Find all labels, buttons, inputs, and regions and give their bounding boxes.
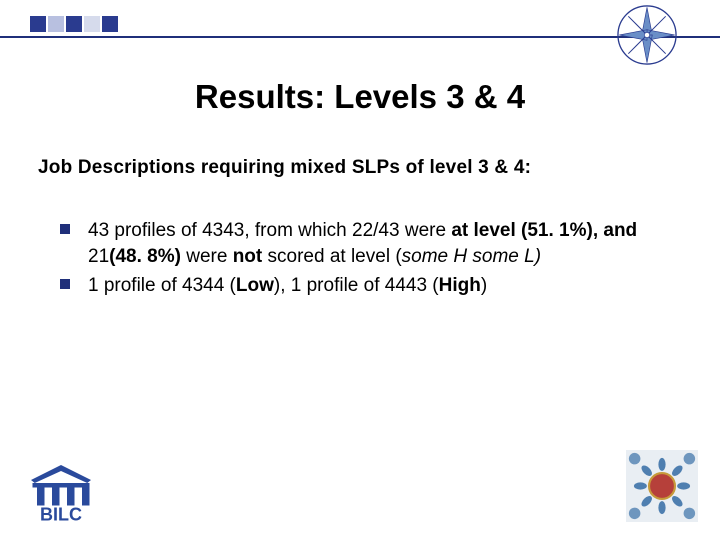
svg-text:BILC: BILC (40, 505, 82, 523)
bullet-marker-icon (60, 224, 70, 234)
bullet-text: 1 profile of 4344 (Low), 1 profile of 44… (88, 273, 487, 299)
bullet-text: 43 profiles of 4343, from which 22/43 we… (88, 218, 676, 269)
nato-star-icon (614, 2, 680, 68)
bullet-marker-icon (60, 279, 70, 289)
bilc-logo-icon: BILC (22, 462, 100, 522)
ornamental-tile-icon (626, 450, 698, 522)
bullet-item: 43 profiles of 4343, from which 22/43 we… (60, 218, 676, 269)
header-square (48, 16, 64, 32)
header-band (0, 16, 720, 44)
slide-subtitle: Job Descriptions requiring mixed SLPs of… (38, 157, 531, 179)
bullet-list: 43 profiles of 4343, from which 22/43 we… (60, 218, 676, 303)
slide-title: Results: Levels 3 & 4 (0, 78, 720, 116)
header-square (66, 16, 82, 32)
header-square (30, 16, 46, 32)
header-square (102, 16, 118, 32)
header-squares (30, 16, 118, 32)
header-rule (0, 36, 720, 38)
header-square (84, 16, 100, 32)
bullet-item: 1 profile of 4344 (Low), 1 profile of 44… (60, 273, 676, 299)
